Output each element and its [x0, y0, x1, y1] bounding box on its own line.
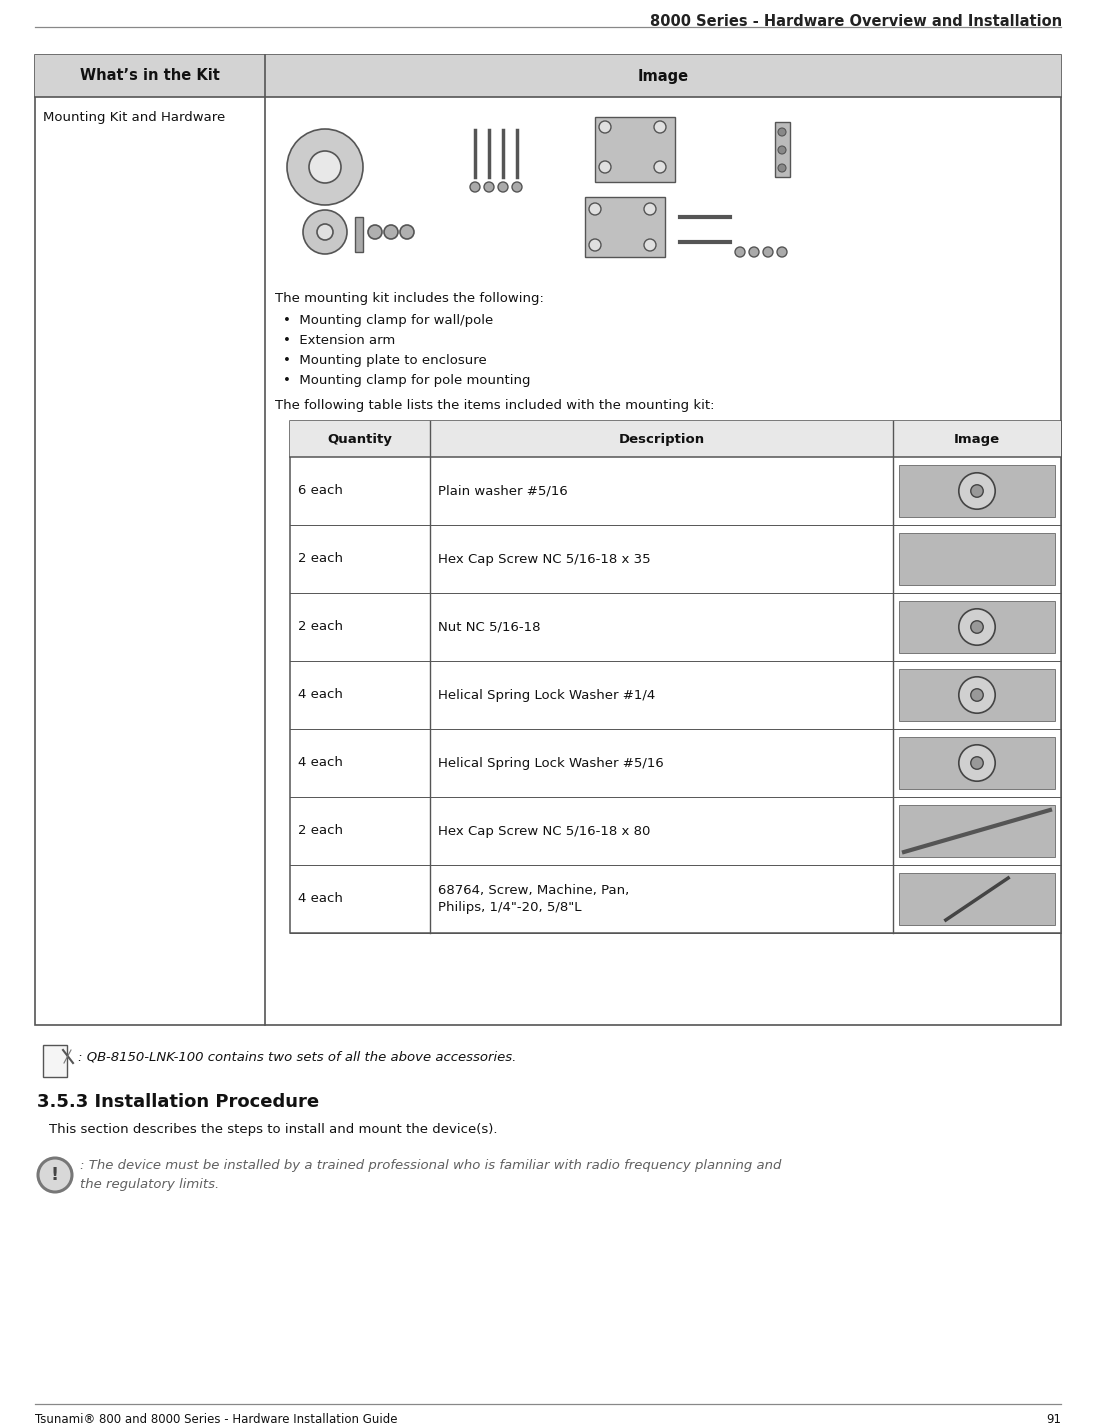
Circle shape — [470, 183, 480, 193]
Text: 91: 91 — [1046, 1413, 1061, 1426]
Bar — [899, 465, 1055, 518]
Circle shape — [778, 145, 786, 154]
Circle shape — [512, 183, 522, 193]
Bar — [899, 533, 1055, 585]
Bar — [290, 421, 1061, 933]
Text: What’s in the Kit: What’s in the Kit — [80, 68, 220, 84]
Bar — [35, 56, 1061, 1025]
Bar — [899, 737, 1055, 789]
Circle shape — [959, 473, 995, 509]
Circle shape — [778, 164, 786, 173]
Bar — [595, 117, 675, 183]
Text: •  Mounting clamp for wall/pole: • Mounting clamp for wall/pole — [283, 314, 493, 327]
Text: 2 each: 2 each — [298, 824, 343, 837]
Bar — [355, 217, 363, 252]
Text: •  Mounting clamp for pole mounting: • Mounting clamp for pole mounting — [283, 374, 530, 386]
Circle shape — [971, 757, 983, 769]
Text: : The device must be installed by a trained professional who is familiar with ra: : The device must be installed by a trai… — [80, 1159, 781, 1191]
Bar — [775, 123, 790, 177]
Circle shape — [600, 161, 610, 173]
Circle shape — [368, 225, 383, 240]
Text: Description: Description — [618, 432, 705, 445]
Text: Image: Image — [954, 432, 1000, 445]
Text: 4 each: 4 each — [298, 757, 343, 770]
Text: 8000 Series - Hardware Overview and Installation: 8000 Series - Hardware Overview and Inst… — [650, 14, 1062, 29]
Circle shape — [317, 224, 333, 240]
Text: Tsunami® 800 and 8000 Series - Hardware Installation Guide: Tsunami® 800 and 8000 Series - Hardware … — [35, 1413, 398, 1426]
Circle shape — [38, 1158, 72, 1192]
Text: !: ! — [50, 1166, 59, 1184]
Text: Hex Cap Screw NC 5/16-18 x 35: Hex Cap Screw NC 5/16-18 x 35 — [438, 552, 651, 566]
Text: 2 each: 2 each — [298, 620, 343, 633]
Circle shape — [302, 210, 347, 254]
Text: This section describes the steps to install and mount the device(s).: This section describes the steps to inst… — [49, 1124, 498, 1137]
Circle shape — [971, 689, 983, 702]
Text: Quantity: Quantity — [328, 432, 392, 445]
Circle shape — [959, 677, 995, 713]
Text: •  Mounting plate to enclosure: • Mounting plate to enclosure — [283, 354, 487, 366]
Text: 6 each: 6 each — [298, 485, 343, 498]
Circle shape — [287, 128, 363, 205]
Circle shape — [735, 247, 745, 257]
Bar — [899, 600, 1055, 653]
Circle shape — [589, 240, 601, 251]
Text: Plain washer #5/16: Plain washer #5/16 — [438, 485, 568, 498]
Text: Nut NC 5/16-18: Nut NC 5/16-18 — [438, 620, 540, 633]
Circle shape — [384, 225, 398, 240]
Circle shape — [589, 202, 601, 215]
Text: Hex Cap Screw NC 5/16-18 x 80: Hex Cap Screw NC 5/16-18 x 80 — [438, 824, 650, 837]
Circle shape — [644, 202, 657, 215]
Circle shape — [778, 128, 786, 135]
Bar — [35, 56, 1061, 97]
Bar — [899, 669, 1055, 722]
Text: The mounting kit includes the following:: The mounting kit includes the following: — [275, 292, 544, 305]
Text: Helical Spring Lock Washer #1/4: Helical Spring Lock Washer #1/4 — [438, 689, 655, 702]
Text: Helical Spring Lock Washer #5/16: Helical Spring Lock Washer #5/16 — [438, 757, 664, 770]
Circle shape — [484, 183, 494, 193]
Circle shape — [749, 247, 760, 257]
Bar — [290, 421, 1061, 456]
Circle shape — [498, 183, 509, 193]
Text: 4 each: 4 each — [298, 689, 343, 702]
Text: 3.5.3 Installation Procedure: 3.5.3 Installation Procedure — [37, 1092, 319, 1111]
Circle shape — [400, 225, 414, 240]
Text: 4 each: 4 each — [298, 893, 343, 906]
Circle shape — [959, 744, 995, 781]
Text: •  Extension arm: • Extension arm — [283, 334, 396, 347]
Circle shape — [763, 247, 773, 257]
Bar — [585, 197, 665, 257]
Circle shape — [971, 620, 983, 633]
Circle shape — [654, 121, 666, 133]
Text: 68764, Screw, Machine, Pan,
Philips, 1/4"-20, 5/8"L: 68764, Screw, Machine, Pan, Philips, 1/4… — [438, 884, 629, 914]
Circle shape — [309, 151, 341, 183]
Bar — [43, 1045, 67, 1077]
Text: Image: Image — [638, 68, 688, 84]
Text: : QB-8150-LNK-100 contains two sets of all the above accessories.: : QB-8150-LNK-100 contains two sets of a… — [78, 1051, 516, 1064]
Circle shape — [971, 485, 983, 498]
Text: Mounting Kit and Hardware: Mounting Kit and Hardware — [43, 111, 226, 124]
Text: The following table lists the items included with the mounting kit:: The following table lists the items incl… — [275, 399, 715, 412]
Circle shape — [644, 240, 657, 251]
Text: 2 each: 2 each — [298, 552, 343, 566]
Circle shape — [777, 247, 787, 257]
Bar — [899, 806, 1055, 857]
Circle shape — [600, 121, 610, 133]
Bar — [899, 873, 1055, 925]
Bar — [973, 538, 981, 580]
Circle shape — [654, 161, 666, 173]
Circle shape — [959, 609, 995, 645]
